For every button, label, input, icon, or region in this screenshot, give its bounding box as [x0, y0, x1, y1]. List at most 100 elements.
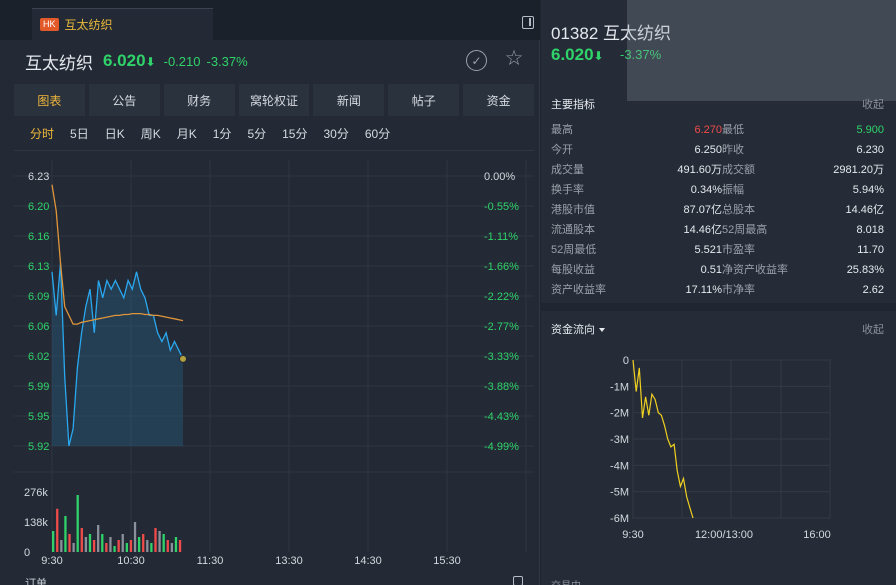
flow-time-label: 12:00/13:00 — [695, 529, 753, 541]
flow-tick-label: -2M — [610, 408, 629, 420]
volume-bar — [178, 540, 182, 552]
period-5min[interactable]: 5分 — [247, 127, 267, 141]
metric-label: 成交量 — [551, 164, 584, 176]
period-60min[interactable]: 60分 — [364, 127, 391, 141]
price-tick-label: 6.13 — [28, 261, 49, 273]
nav-tabs: 图表 公告 财务 窝轮权证 新闻 帖子 资金 — [14, 84, 535, 116]
pct-tick-label: -4.43% — [484, 411, 519, 423]
metric-label: 市净率 — [722, 284, 755, 296]
time-tick-label: 15:30 — [433, 555, 461, 567]
tab-news[interactable]: 新闻 — [313, 84, 385, 116]
metric-value: 2.62 — [862, 284, 884, 296]
time-tick-label: 14:30 — [354, 555, 382, 567]
metric-row: 最高 6.270 最低 5.900 — [551, 120, 884, 140]
flow-title[interactable]: 资金流向 — [551, 321, 605, 337]
period-monthly-k[interactable]: 月K — [176, 127, 197, 141]
metric-label: 资产收益率 — [551, 284, 606, 296]
orders-label[interactable]: 订单 — [25, 578, 47, 585]
pct-tick-label: -1.11% — [484, 231, 518, 243]
period-30min[interactable]: 30分 — [323, 127, 349, 141]
volume-tick-label: 0 — [24, 547, 30, 559]
metric-value: 0.51 — [700, 264, 722, 276]
volume-bar — [162, 534, 165, 552]
stock-header: 互太纺织 6.020⬇ -0.210 -3.37% — [0, 40, 540, 82]
metric-row: 成交量 491.60万 成交额 2981.20万 — [551, 160, 884, 180]
metric-label: 昨收 — [722, 144, 744, 156]
quote-title: 01382 互太纺织 — [551, 19, 671, 44]
stock-change-pct: -3.37% — [206, 53, 248, 69]
metric-value: 14.46亿 — [683, 224, 722, 236]
panel-toggle-icon[interactable] — [522, 16, 534, 29]
time-tick-label: 10:30 — [117, 555, 145, 567]
flow-tick-label: -1M — [610, 381, 629, 393]
expand-icon[interactable] — [513, 576, 523, 585]
volume-bar — [117, 540, 120, 552]
metric-label: 市盈率 — [722, 244, 755, 256]
flow-tick-label: -3M — [610, 434, 629, 446]
metric-value: 2981.20万 — [833, 164, 884, 176]
volume-bar — [125, 543, 128, 552]
volume-bar — [97, 525, 100, 552]
tab-warrants[interactable]: 窝轮权证 — [238, 84, 310, 116]
metric-value: 0.34% — [690, 184, 722, 196]
volume-bar — [121, 534, 124, 552]
current-price-dot — [179, 354, 187, 363]
tab-funds[interactable]: 资金 — [463, 84, 535, 116]
metric-row: 港股市值 87.07亿 总股本 14.46亿 — [551, 200, 884, 220]
volume-bar — [113, 546, 116, 552]
price-tick-label: 6.16 — [28, 231, 49, 243]
right-panel: 01382 互太纺织 6.020⬇ -3.37% 主要指标 收起 最高 6.270… — [541, 0, 896, 585]
metric-value: 25.83% — [846, 264, 884, 276]
period-1min[interactable]: 1分 — [212, 127, 232, 141]
down-arrow-icon: ⬇ — [145, 55, 156, 69]
volume-bar — [56, 508, 59, 552]
tab-announcements[interactable]: 公告 — [88, 84, 160, 116]
tab-bar: HK 互太纺织 — [0, 0, 540, 40]
metric-label: 最低 — [722, 124, 744, 136]
stock-price-value: 6.020 — [103, 51, 146, 70]
metric-row: 52周最低 5.521 市盈率 11.70 — [551, 240, 884, 260]
left-panel: HK 互太纺织 互太纺织 6.020⬇ -0.210 -3.37% ✓ ☆ 图表… — [0, 0, 540, 585]
period-15min[interactable]: 15分 — [282, 127, 308, 141]
volume-bar — [166, 540, 169, 552]
section-divider — [541, 303, 896, 311]
stock-code: 01382 — [551, 24, 599, 43]
quote-pct: -3.37% — [620, 47, 662, 62]
volume-bar — [101, 534, 104, 552]
intraday-chart[interactable]: 6.23 0.00% 6.20 -0.55% 6.16 -1.11% 6.13 -1.66% 6… — [0, 150, 540, 570]
tab-posts[interactable]: 帖子 — [388, 84, 460, 116]
pct-tick-label: -2.22% — [484, 291, 519, 303]
metric-row: 流通股本 14.46亿 52周最高 8.018 — [551, 220, 884, 240]
period-intraday[interactable]: 分时 — [30, 127, 55, 141]
volume-bar — [150, 543, 153, 552]
volume-bar — [109, 537, 112, 552]
metrics-fold-button[interactable]: 收起 — [862, 99, 884, 111]
tab-stock[interactable]: HK 互太纺织 — [32, 8, 213, 40]
metric-label: 52周最高 — [722, 224, 768, 236]
pct-tick-label: -2.77% — [484, 321, 519, 333]
price-tick-label: 6.23 — [28, 171, 49, 183]
flow-tick-label: -6M — [610, 513, 629, 525]
pct-tick-label: -0.55% — [484, 201, 519, 213]
metrics-title: 主要指标 — [551, 99, 595, 111]
period-5day[interactable]: 5日 — [70, 127, 89, 141]
volume-bar — [64, 516, 67, 552]
flow-fold-button[interactable]: 收起 — [862, 324, 884, 336]
period-daily-k[interactable]: 日K — [104, 127, 125, 141]
check-icon[interactable]: ✓ — [466, 50, 487, 71]
star-icon[interactable]: ☆ — [504, 47, 524, 70]
metric-value: 8.018 — [856, 224, 884, 236]
metric-row: 资产收益率 17.11% 市净率 2.62 — [551, 280, 884, 300]
metric-label: 振幅 — [722, 184, 744, 196]
period-weekly-k[interactable]: 周K — [140, 127, 161, 141]
period-divider — [14, 150, 534, 151]
metric-label: 流通股本 — [551, 224, 595, 236]
tab-chart[interactable]: 图表 — [14, 84, 85, 116]
metrics-table: 最高 6.270 最低 5.900 今开 6.250 昨收 6.230 成交量 491.60万 成交… — [551, 120, 884, 300]
volume-bar — [76, 495, 79, 552]
period-selector: 分时 5日 日K 周K 月K 1分 5分 15分 30分 60分 — [22, 122, 398, 146]
metric-value: 87.07亿 — [683, 204, 722, 216]
overlay-highlight — [627, 0, 896, 101]
metric-value: 11.70 — [857, 244, 884, 256]
tab-finance[interactable]: 财务 — [163, 84, 235, 116]
